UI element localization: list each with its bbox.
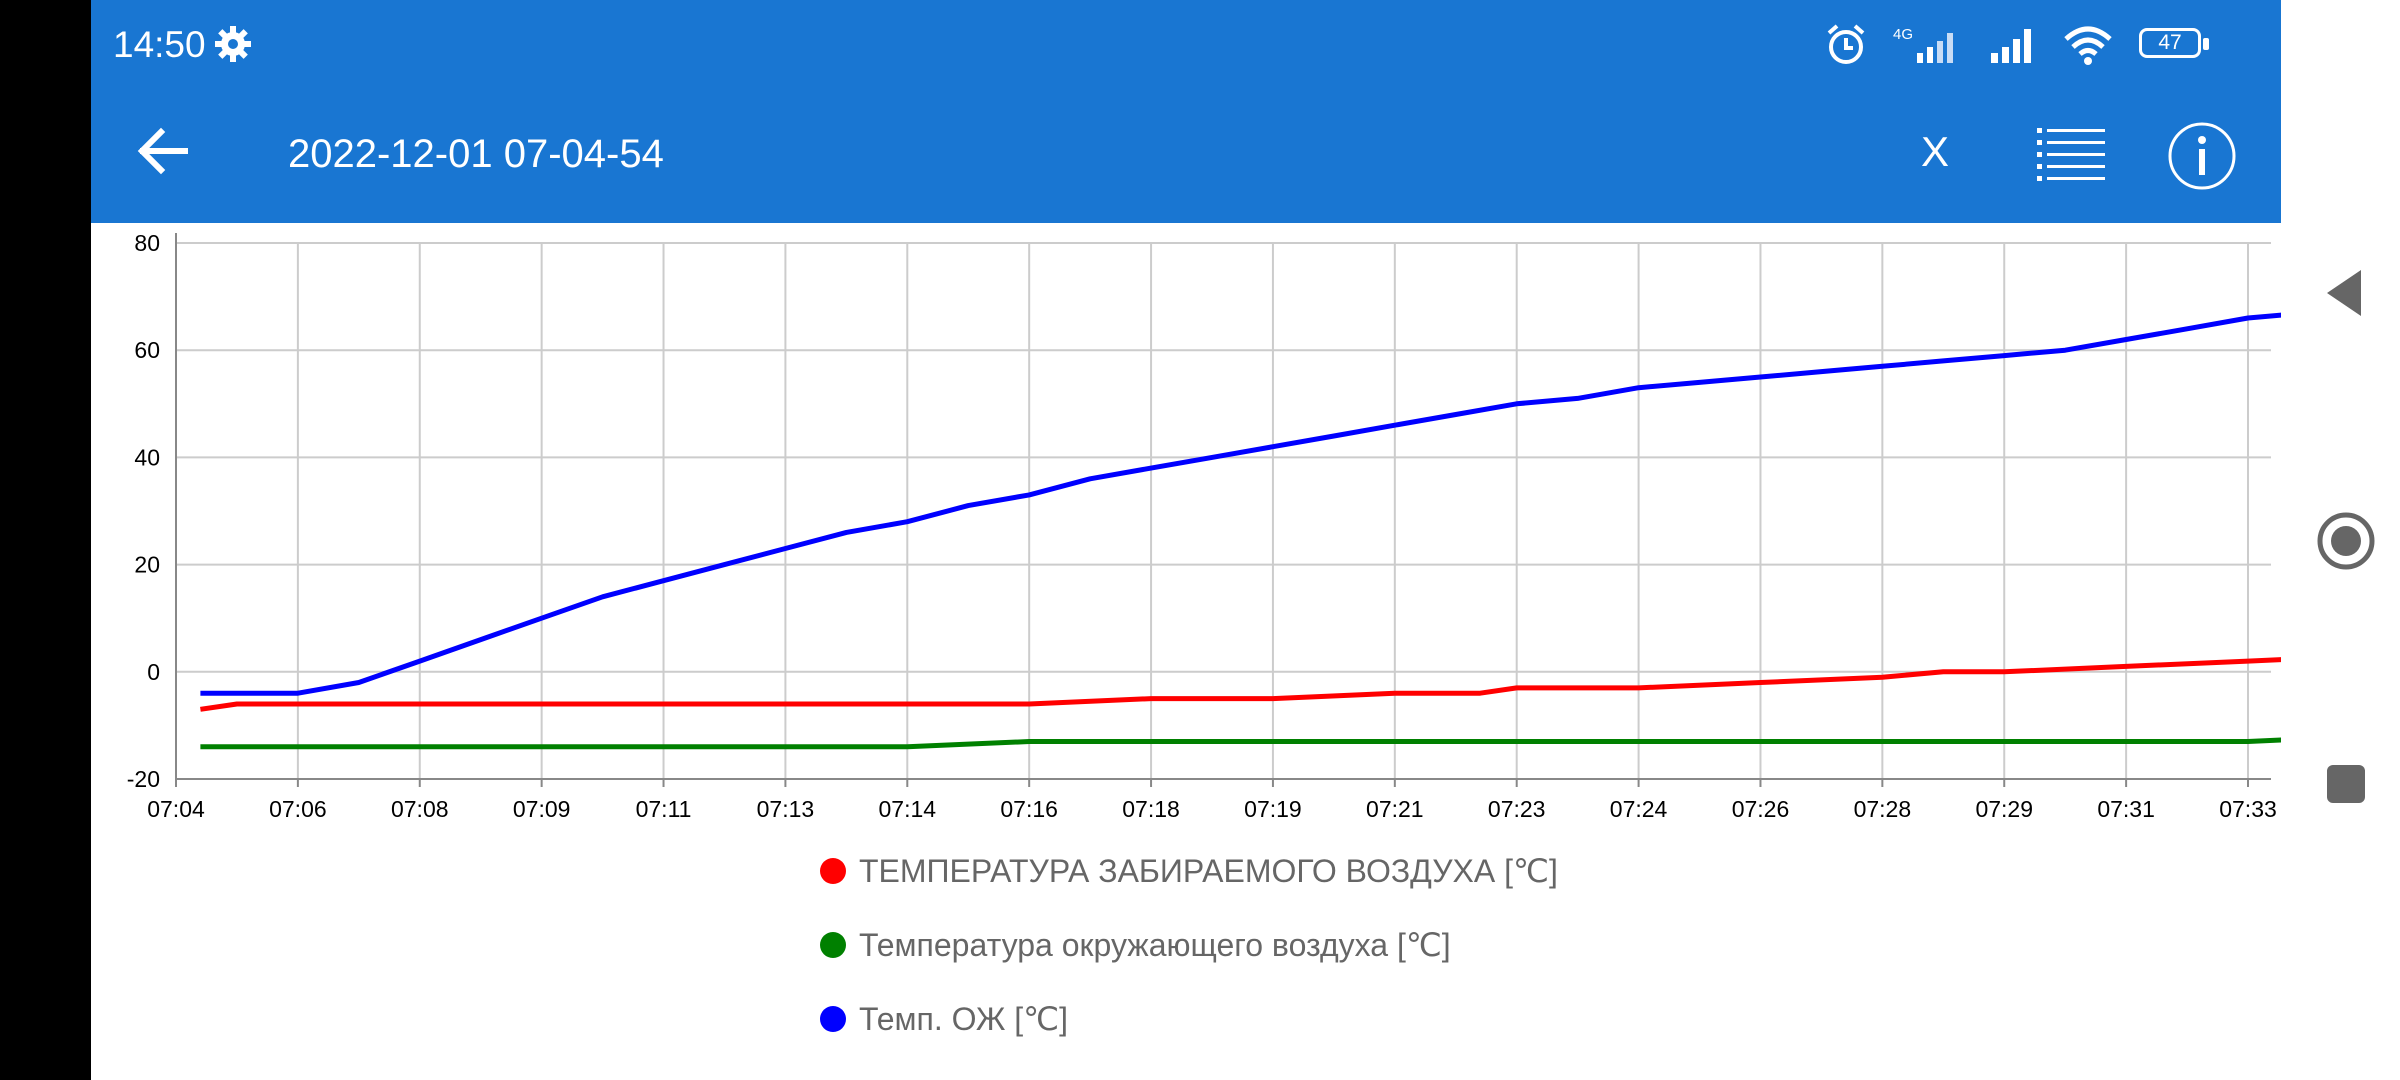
x-tick-label: 07:21 — [1366, 796, 1424, 822]
x-tick-label: 07:33 — [2219, 796, 2277, 822]
series-line-3 — [200, 312, 2281, 696]
mobile-signal-4g-icon: 4G — [1893, 26, 1953, 63]
x-tick-label: 07:06 — [269, 796, 327, 822]
x-tick-label: 07:19 — [1244, 796, 1302, 822]
x-tick-label: 07:11 — [636, 796, 692, 822]
info-icon[interactable] — [2167, 121, 2237, 191]
legend-label-1: ТЕМПЕРАТУРА ЗАБИРАЕМОГО ВОЗДУХА [℃] — [859, 853, 1558, 889]
x-tick-label: 07:08 — [391, 796, 449, 822]
series-line-1 — [200, 657, 2281, 712]
x-tick-label: 07:31 — [2097, 796, 2155, 822]
x-axis-button[interactable]: X — [1921, 128, 1950, 175]
screen-title: 2022-12-01 07-04-54 — [288, 132, 664, 176]
wifi-icon — [2064, 26, 2112, 65]
y-tick-label: 80 — [134, 230, 160, 256]
signal-icon — [1991, 29, 2031, 63]
gear-icon — [215, 26, 251, 62]
x-tick-label: 07:24 — [1610, 796, 1668, 822]
series-line-2 — [200, 737, 2281, 750]
left-black-bar — [0, 0, 91, 1080]
line-chart: 80 60 40 20 0 -20 07:04 07:06 07:08 07:09 07:11 07:… — [127, 230, 2281, 1037]
navigation-bar — [2281, 0, 2400, 1080]
x-tick-label: 07:16 — [1000, 796, 1058, 822]
nav-back-icon[interactable] — [2325, 268, 2365, 318]
status-icons: 4G 47 — [1825, 22, 2211, 68]
y-tick-label: 0 — [147, 659, 160, 685]
y-tick-label: -20 — [127, 766, 160, 792]
legend-marker-1 — [820, 858, 846, 884]
alarm-icon — [1827, 24, 1865, 64]
legend-marker-2 — [820, 932, 846, 958]
nav-home-icon[interactable] — [2316, 511, 2376, 571]
x-tick-label: 07:04 — [147, 796, 205, 822]
battery-icon: 47 — [2139, 28, 2211, 62]
network-type-label: 4G — [1893, 26, 1913, 43]
y-tick-label: 20 — [134, 552, 160, 578]
x-tick-label: 07:26 — [1732, 796, 1790, 822]
legend-label-2: Температура окружающего воздуха [℃] — [859, 927, 1451, 963]
x-tick-label: 07:09 — [513, 796, 571, 822]
y-tick-label: 40 — [134, 444, 160, 470]
battery-level: 47 — [2158, 31, 2182, 54]
x-tick-label: 07:13 — [757, 796, 815, 822]
back-arrow-icon[interactable] — [133, 122, 191, 180]
status-time: 14:50 — [113, 24, 206, 65]
x-tick-label: 07:18 — [1122, 796, 1180, 822]
checklist-icon[interactable] — [2037, 126, 2105, 182]
legend-marker-3 — [820, 1006, 846, 1032]
x-tick-label: 07:14 — [879, 796, 937, 822]
y-tick-label: 60 — [134, 337, 160, 363]
legend-label-3: Темп. ОЖ [℃] — [859, 1001, 1068, 1037]
x-tick-label: 07:29 — [1975, 796, 2033, 822]
app-header: 14:50 4G — [91, 0, 2281, 223]
nav-recent-apps-icon[interactable] — [2325, 763, 2367, 805]
x-tick-label: 07:28 — [1854, 796, 1912, 822]
x-tick-label: 07:23 — [1488, 796, 1546, 822]
